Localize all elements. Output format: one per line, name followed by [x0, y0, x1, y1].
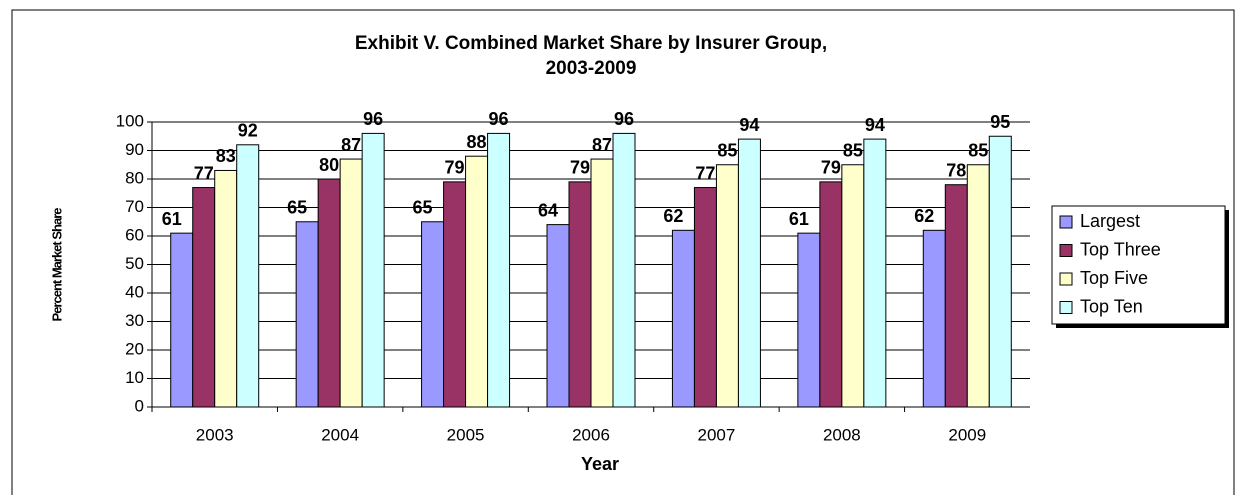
x-tick-label: 2007: [698, 425, 736, 444]
value-label: 62: [663, 206, 683, 226]
value-label: 96: [489, 109, 509, 129]
legend-swatch: [1059, 272, 1073, 286]
value-label: 65: [287, 198, 307, 218]
value-label: 64: [538, 200, 558, 220]
bar: [966, 164, 990, 408]
bar: [421, 221, 445, 408]
bar: [317, 178, 341, 408]
bar: [922, 229, 946, 408]
bar: [988, 135, 1012, 408]
y-tick-label: 30: [125, 311, 144, 330]
bar: [361, 132, 385, 408]
bar: [693, 187, 717, 408]
y-tick-label: 100: [116, 111, 144, 130]
chart-title: 2003-2009: [546, 58, 637, 79]
value-label: 94: [739, 115, 759, 135]
value-label: 65: [413, 198, 433, 218]
bar: [568, 181, 592, 408]
value-label: 79: [445, 158, 465, 178]
y-tick-label: 40: [125, 282, 144, 301]
y-tick-label: 90: [125, 140, 144, 159]
value-label: 95: [990, 112, 1010, 132]
value-label: 94: [865, 115, 885, 135]
value-label: 87: [592, 135, 612, 155]
value-label: 79: [570, 158, 590, 178]
legend-swatch: [1059, 215, 1073, 229]
y-tick-label: 0: [135, 396, 144, 415]
bar: [339, 158, 363, 408]
value-label: 96: [363, 109, 383, 129]
legend-label: Top Five: [1080, 268, 1148, 288]
value-label: 96: [614, 109, 634, 129]
bar: [863, 138, 887, 408]
value-label: 62: [914, 206, 934, 226]
value-label: 92: [238, 121, 258, 141]
legend: [1051, 205, 1226, 325]
bar: [546, 224, 570, 408]
bar: [737, 138, 761, 408]
legend-swatch: [1059, 244, 1073, 257]
value-label: 88: [467, 132, 487, 152]
value-label: 83: [216, 146, 236, 166]
y-tick-label: 80: [125, 168, 144, 187]
bar: [715, 164, 739, 408]
y-tick-label: 50: [125, 254, 144, 273]
bar: [671, 229, 695, 408]
legend-label: Top Ten: [1080, 296, 1143, 316]
bar: [841, 164, 865, 408]
legend-swatch: [1059, 301, 1073, 314]
x-tick-label: 2003: [196, 425, 234, 444]
y-axis-label: Percent Market Share: [49, 208, 64, 322]
x-tick-label: 2008: [823, 425, 861, 444]
value-label: 77: [695, 163, 715, 183]
bar: [487, 132, 511, 408]
bar: [819, 181, 843, 408]
value-label: 87: [341, 135, 361, 155]
chart-title: Exhibit V. Combined Market Share by Insu…: [355, 33, 827, 54]
x-tick-label: 2006: [572, 425, 610, 444]
bar: [295, 221, 319, 408]
bar: [612, 132, 636, 408]
x-tick-label: 2009: [948, 425, 986, 444]
value-label: 61: [789, 209, 809, 229]
bar: [214, 169, 238, 408]
x-tick-label: 2004: [321, 425, 359, 444]
bar: [443, 181, 467, 408]
bar: [465, 155, 489, 408]
legend-label: Top Three: [1080, 239, 1161, 259]
value-label: 61: [162, 209, 182, 229]
value-label: 78: [946, 160, 966, 180]
value-label: 77: [194, 163, 214, 183]
y-tick-label: 60: [125, 225, 144, 244]
x-tick-label: 2005: [447, 425, 485, 444]
bar: [590, 158, 614, 408]
y-tick-label: 10: [125, 368, 144, 387]
legend-label: Largest: [1080, 211, 1140, 231]
bar: [797, 232, 821, 408]
bar: [192, 187, 216, 408]
value-label: 79: [821, 158, 841, 178]
value-label: 80: [319, 155, 339, 175]
bar: [236, 144, 260, 408]
y-tick-label: 20: [125, 339, 144, 358]
x-axis-label: Year: [581, 454, 619, 474]
value-label: 85: [717, 141, 737, 161]
bar: [170, 232, 194, 408]
value-label: 85: [968, 141, 988, 161]
bar: [944, 184, 968, 408]
y-tick-label: 70: [125, 197, 144, 216]
value-label: 85: [843, 141, 863, 161]
